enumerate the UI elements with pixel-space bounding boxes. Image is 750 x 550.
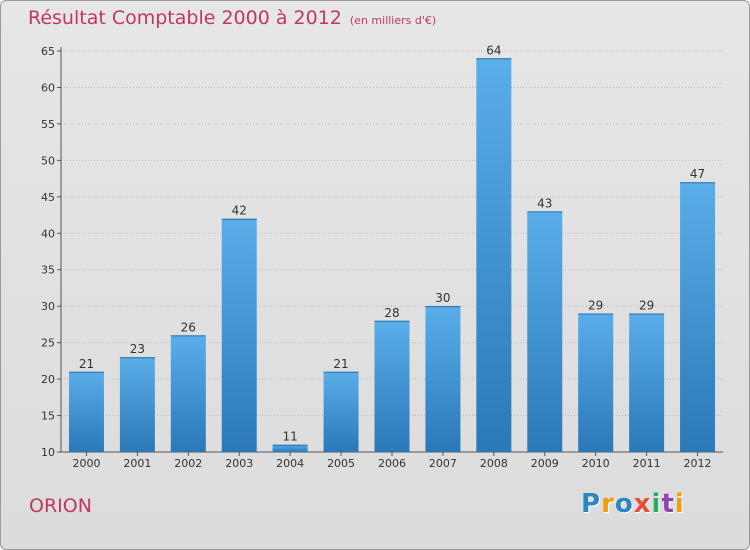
bar-value-label: 29 [639, 298, 654, 312]
x-tick-label: 2005 [327, 457, 355, 470]
x-tick-label: 2008 [480, 457, 508, 470]
bar [170, 335, 206, 452]
y-tick-label: 65 [41, 45, 55, 58]
commune-name: ORION [29, 495, 92, 517]
y-tick-label: 10 [41, 446, 55, 459]
bar [578, 313, 614, 452]
x-tick-label: 2002 [174, 457, 202, 470]
y-tick-label: 55 [41, 118, 55, 131]
bar [68, 371, 104, 452]
bar-value-label: 47 [690, 167, 705, 181]
x-tick-label: 2009 [531, 457, 559, 470]
x-tick-label: 2003 [225, 457, 253, 470]
x-tick-label: 2001 [123, 457, 151, 470]
bar-value-label: 23 [130, 342, 145, 356]
bar [425, 306, 461, 452]
y-tick-label: 30 [41, 300, 55, 313]
y-tick-label: 60 [41, 81, 55, 94]
bar [272, 444, 308, 452]
chart-title-block: Résultat Comptable 2000 à 2012 (en millie… [28, 7, 436, 29]
proxiti-logo: Proxiti [581, 489, 685, 519]
y-tick-label: 20 [41, 373, 55, 386]
bar-value-label: 26 [181, 320, 196, 334]
y-tick-label: 40 [41, 227, 55, 240]
bar-value-label: 42 [232, 204, 247, 218]
bar-value-label: 30 [435, 291, 450, 305]
y-tick-label: 35 [41, 264, 55, 277]
bar [629, 313, 665, 452]
bar-value-label: 29 [588, 298, 603, 312]
bar-value-label: 43 [537, 196, 552, 210]
x-tick-label: 2011 [633, 457, 661, 470]
bar [119, 357, 155, 452]
chart-title: Résultat Comptable 2000 à 2012 [28, 7, 342, 29]
bar-value-label: 64 [486, 43, 501, 57]
bar [374, 320, 410, 452]
y-tick-label: 50 [41, 154, 55, 167]
x-tick-label: 2000 [72, 457, 100, 470]
x-tick-label: 2012 [684, 457, 712, 470]
bar [680, 182, 716, 452]
y-tick-label: 25 [41, 337, 55, 350]
bar-value-label: 11 [283, 430, 298, 444]
y-tick-label: 15 [41, 410, 55, 423]
bar [323, 371, 359, 452]
bar [221, 218, 257, 452]
x-tick-label: 2004 [276, 457, 304, 470]
y-tick-label: 45 [41, 191, 55, 204]
bar-value-label: 21 [79, 357, 94, 371]
x-tick-label: 2007 [429, 457, 457, 470]
x-tick-label: 2006 [378, 457, 406, 470]
x-tick-label: 2010 [582, 457, 610, 470]
bar-value-label: 21 [333, 357, 348, 371]
bar [476, 58, 512, 453]
bar [527, 211, 563, 452]
chart-subtitle: (en milliers d'€) [349, 14, 437, 27]
bar-value-label: 28 [384, 306, 399, 320]
